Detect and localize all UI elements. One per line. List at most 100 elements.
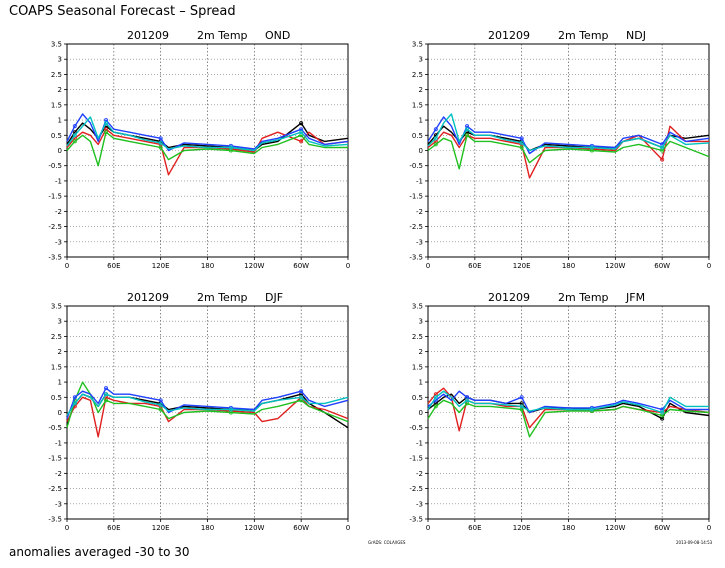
y-tick-label: 0.5	[51, 394, 62, 402]
x-tick-label: 60E	[468, 524, 481, 532]
data-point	[299, 395, 304, 400]
y-tick-label: 3	[58, 56, 62, 64]
data-point	[72, 401, 77, 406]
y-tick-label: 3	[419, 318, 423, 326]
panel-title-variable: 2m Temp	[558, 291, 609, 304]
data-point	[72, 124, 77, 129]
data-point	[519, 404, 524, 409]
x-tick-label: 0	[346, 262, 350, 270]
data-point	[465, 398, 470, 403]
y-tick-label: 1	[58, 117, 62, 125]
data-point	[299, 130, 304, 135]
data-point	[158, 402, 163, 407]
x-tick-label: 0	[707, 524, 711, 532]
y-tick-label: -2.5	[409, 223, 423, 231]
x-tick-label: 180	[562, 524, 575, 532]
y-tick-label: 1.5	[412, 363, 423, 371]
y-tick-label: -1.5	[409, 455, 423, 463]
series-line-member-red	[66, 396, 349, 438]
y-tick-label: 3.5	[51, 41, 62, 49]
y-tick-label: 1	[419, 379, 423, 387]
y-tick-label: -3	[416, 238, 423, 246]
x-tick-label: 60W	[293, 262, 309, 270]
y-tick-label: 3	[58, 318, 62, 326]
panel-title-season: DJF	[265, 291, 283, 304]
y-tick-label: 0	[58, 147, 62, 155]
panel-title-date: 201209	[127, 29, 169, 42]
y-tick-label: 2.5	[412, 71, 423, 79]
y-tick-label: 2	[58, 348, 62, 356]
y-tick-label: -0.5	[48, 424, 62, 432]
x-tick-label: 120W	[244, 524, 264, 532]
data-point	[433, 136, 438, 141]
panel-title-date: 201209	[127, 291, 169, 304]
data-point	[104, 386, 109, 391]
y-tick-label: -3.5	[409, 254, 423, 262]
data-point	[660, 157, 665, 162]
data-point	[589, 407, 594, 412]
data-point	[158, 145, 163, 150]
x-tick-label: 0	[346, 524, 350, 532]
y-tick-label: -2.5	[48, 223, 62, 231]
plot-frame	[66, 305, 349, 520]
data-point	[158, 398, 163, 403]
data-point	[299, 139, 304, 144]
data-point	[299, 389, 304, 394]
x-tick-label: 60W	[654, 524, 670, 532]
y-tick-label: 0.5	[412, 132, 423, 140]
y-tick-label: -3	[55, 238, 62, 246]
data-point	[519, 395, 524, 400]
y-tick-label: -1.5	[48, 455, 62, 463]
data-point	[433, 142, 438, 147]
y-tick-label: 3.5	[412, 41, 423, 49]
data-point	[104, 398, 109, 403]
y-tick-label: 1	[58, 379, 62, 387]
y-tick-label: -2	[55, 208, 62, 216]
data-point	[158, 136, 163, 141]
y-tick-label: 0.5	[412, 394, 423, 402]
timestamp: 2013-09-08-14:53	[676, 540, 713, 545]
y-tick-label: 3	[419, 56, 423, 64]
data-point	[228, 145, 233, 150]
series-line-member-green	[427, 134, 710, 170]
x-tick-label: 60W	[654, 262, 670, 270]
x-tick-label: 60E	[107, 524, 120, 532]
series-line-member-red	[427, 387, 710, 432]
y-tick-label: 0	[419, 147, 423, 155]
y-tick-label: -1	[55, 439, 62, 447]
series-line-member-cyan	[427, 113, 710, 152]
x-tick-label: 120E	[513, 262, 531, 270]
x-tick-label: 180	[201, 524, 214, 532]
y-tick-label: -2	[416, 470, 423, 478]
y-tick-label: 1.5	[51, 101, 62, 109]
x-tick-label: 0	[65, 262, 69, 270]
y-tick-label: 3.5	[51, 303, 62, 311]
chart-panel-ndj: 3.532.521.510.50-0.5-1-1.5-2-2.5-3-3.50 6…	[409, 29, 711, 270]
grads-credit: GrADS: COLA/IGES	[368, 540, 406, 545]
data-point	[589, 145, 594, 150]
y-tick-label: -1.5	[409, 193, 423, 201]
y-tick-label: 3.5	[412, 303, 423, 311]
series-line-member-red	[427, 125, 709, 179]
series-line-member-green	[427, 399, 710, 438]
series-line-member-cyan	[66, 116, 349, 152]
data-point	[299, 121, 304, 126]
data-point	[519, 145, 524, 150]
series-line-member-black	[66, 122, 349, 152]
x-tick-label: 120E	[152, 262, 170, 270]
chart-panel-jfm: 3.532.521.510.50-0.5-1-1.5-2-2.5-3-3.50 6…	[409, 291, 711, 532]
data-point	[519, 136, 524, 141]
panel-title-date: 201209	[488, 291, 530, 304]
y-tick-label: 2	[419, 348, 423, 356]
chart-panel-djf: 3.532.521.510.50-0.5-1-1.5-2-2.5-3-3.50 6…	[48, 291, 350, 532]
y-tick-label: 1.5	[412, 101, 423, 109]
data-point	[72, 395, 77, 400]
y-tick-label: -3	[416, 500, 423, 508]
data-point	[72, 139, 77, 144]
y-tick-label: -1	[416, 177, 423, 185]
y-tick-label: 0	[58, 409, 62, 417]
panel-title-season: JFM	[625, 291, 645, 304]
series-line-member-green	[66, 131, 348, 167]
x-tick-label: 0	[426, 262, 430, 270]
y-tick-label: -2.5	[409, 485, 423, 493]
